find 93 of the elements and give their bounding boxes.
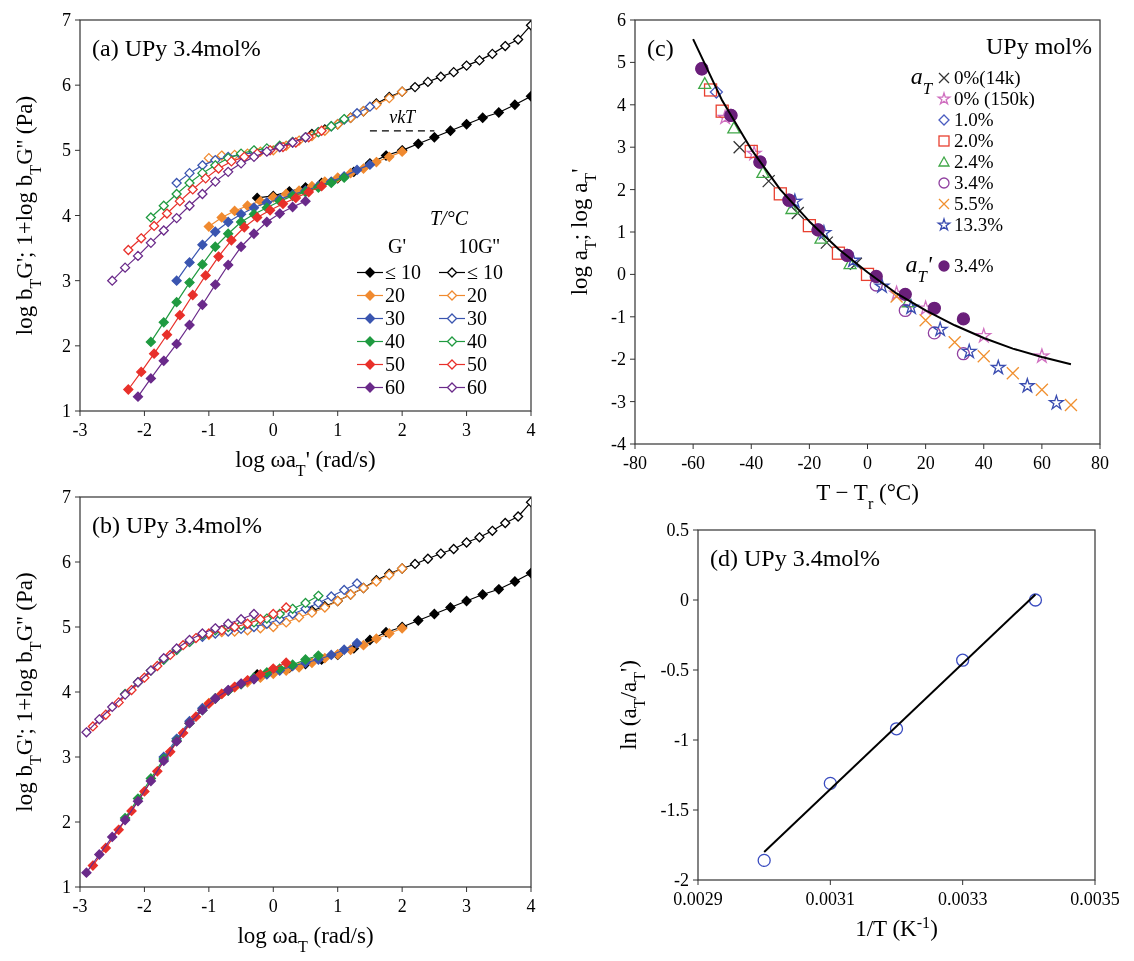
text: (b) UPy 3.4mol% <box>92 512 262 538</box>
annotation: 10G'' <box>458 235 500 257</box>
y-tick-label: -2 <box>611 349 626 370</box>
legend-label: 50 <box>467 352 487 375</box>
text: (d) UPy 3.4mol% <box>710 545 880 571</box>
y-tick-label: -1.5 <box>660 800 689 820</box>
legend-label: 60 <box>385 375 405 398</box>
y-tick-label: 5 <box>62 617 71 637</box>
y-tick-label: 2 <box>62 335 71 356</box>
legend-label: 5.5% <box>954 193 994 214</box>
legend-label: 13.3% <box>954 214 1004 235</box>
y-tick-label: 7 <box>62 487 71 507</box>
annotation: a$_{T}$' <box>905 251 933 286</box>
y-tick-label: 6 <box>62 552 71 572</box>
y-tick-label: 2 <box>62 812 71 832</box>
x-tick-label: -40 <box>739 453 764 473</box>
legend-label: 3.4% <box>954 255 994 276</box>
x-tick-label: 0.0031 <box>805 889 856 909</box>
x-tick-label: -20 <box>797 453 822 473</box>
legend-label: 40 <box>467 329 487 352</box>
x-tick-label: 60 <box>1032 453 1051 473</box>
y-tick-label: -1 <box>674 730 689 750</box>
legend-label: 30 <box>467 306 487 329</box>
x-tick-label: 2 <box>397 420 407 440</box>
x-tick-label: 1 <box>333 420 343 440</box>
x-axis-title: log ωa$_{T}$' (rad/s) <box>235 447 376 479</box>
legend-label: 2.4% <box>954 151 994 172</box>
x-tick-label: 0 <box>268 420 278 440</box>
x-tick-label: 0 <box>268 896 278 916</box>
y-tick-label: -2 <box>674 870 689 890</box>
annotation: G' <box>387 235 407 257</box>
annotation: a$_{T}$ <box>910 63 934 98</box>
y-tick-label: 0 <box>617 264 626 285</box>
y-tick-label: 0 <box>680 590 689 610</box>
text: (c) <box>647 35 674 61</box>
x-tick-label: -2 <box>136 420 152 440</box>
x-tick-label: 2 <box>397 896 407 916</box>
y-tick-label: 5 <box>62 140 71 161</box>
x-tick-label: 0.0029 <box>673 889 723 909</box>
x-tick-label: 0.0033 <box>937 889 988 909</box>
legend-label: 30 <box>385 306 405 329</box>
x-axis-title: log ωa$_{T}$ (rad/s) <box>237 923 374 955</box>
y-tick-label: -0.5 <box>660 660 689 680</box>
y-tick-label: 3 <box>62 270 71 291</box>
x-tick-label: -80 <box>623 453 647 473</box>
y-tick-label: 6 <box>617 10 626 30</box>
y-tick-label: 6 <box>62 75 71 96</box>
x-tick-label: 40 <box>974 453 993 473</box>
text: (a) UPy 3.4mol% <box>92 35 261 61</box>
x-tick-label: -1 <box>201 420 217 440</box>
y-tick-label: 3 <box>617 137 626 158</box>
annotation: νkT <box>389 106 418 127</box>
y-tick-label: 2 <box>617 179 626 200</box>
y-tick-label: 1 <box>62 401 71 421</box>
y-tick-label: 0.5 <box>666 520 689 540</box>
y-tick-label: 4 <box>62 682 71 702</box>
legend-label: 20 <box>385 283 405 306</box>
legend-label: 20 <box>467 283 487 306</box>
x-axis-title: 1/T (K$^{-1}$) <box>855 913 938 941</box>
legend-label: 2.0% <box>954 130 994 151</box>
x-tick-label: -2 <box>136 896 152 916</box>
y-tick-label: 5 <box>617 52 626 73</box>
x-tick-label: 20 <box>916 453 935 473</box>
y-tick-label: -1 <box>611 306 626 327</box>
legend-label: 0%(14k) <box>954 67 1021 89</box>
x-tick-label: -60 <box>681 453 706 473</box>
x-tick-label: 0 <box>863 453 872 473</box>
y-tick-label: 4 <box>617 94 626 115</box>
y-tick-label: -4 <box>611 434 626 454</box>
legend-title: T/°C <box>429 207 469 229</box>
legend-label: 1.0% <box>954 109 994 130</box>
x-tick-label: -1 <box>201 896 217 916</box>
legend-label: 3.4% <box>954 172 994 193</box>
x-tick-label: 1 <box>333 896 343 916</box>
x-tick-label: 0.0035 <box>1070 889 1120 909</box>
x-tick-label: 3 <box>462 420 472 440</box>
y-tick-label: 3 <box>62 747 71 767</box>
y-tick-label: -3 <box>611 391 626 412</box>
x-axis-title: T − T$_{r}$ (°C) <box>816 480 919 512</box>
legend-label: 0% (150k) <box>954 88 1035 110</box>
legend-label: 50 <box>385 352 405 375</box>
legend-label: ≤ 10 <box>385 260 421 283</box>
x-tick-label: 4 <box>526 896 536 916</box>
x-tick-label: 3 <box>462 896 472 916</box>
legend-label: 40 <box>385 329 405 352</box>
legend-label: 60 <box>467 375 487 398</box>
y-tick-label: 7 <box>62 10 71 30</box>
y-tick-label: 4 <box>62 205 71 226</box>
legend-title: UPy mol% <box>985 33 1092 59</box>
x-tick-label: 4 <box>526 420 536 440</box>
y-tick-label: 1 <box>617 222 626 242</box>
x-tick-label: 80 <box>1091 453 1109 473</box>
legend-label: ≤ 10 <box>467 260 503 283</box>
